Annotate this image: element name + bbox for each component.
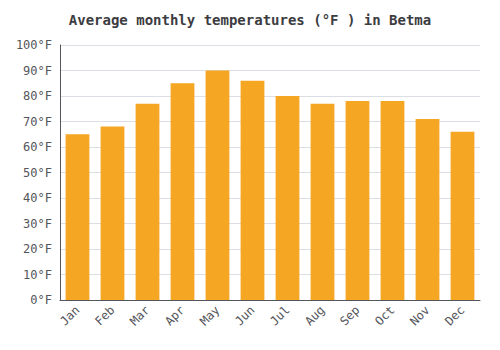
svg-text:0°F: 0°F: [30, 293, 52, 307]
svg-text:50°F: 50°F: [23, 166, 52, 180]
svg-text:Dec: Dec: [442, 303, 467, 328]
svg-text:Apr: Apr: [162, 303, 187, 328]
svg-text:Average monthly temperatures (: Average monthly temperatures (°F ) in Be…: [69, 12, 431, 28]
svg-text:30°F: 30°F: [23, 217, 52, 231]
svg-text:May: May: [197, 303, 222, 328]
svg-text:60°F: 60°F: [23, 140, 52, 154]
svg-text:80°F: 80°F: [23, 89, 52, 103]
svg-text:Aug: Aug: [302, 303, 327, 328]
svg-text:Feb: Feb: [92, 303, 117, 328]
svg-text:90°F: 90°F: [23, 64, 52, 78]
svg-text:Jun: Jun: [232, 303, 257, 328]
svg-text:Nov: Nov: [407, 303, 432, 328]
svg-text:Mar: Mar: [127, 303, 152, 328]
svg-text:20°F: 20°F: [23, 242, 52, 256]
svg-text:70°F: 70°F: [23, 115, 52, 129]
svg-text:Jul: Jul: [267, 303, 292, 328]
svg-text:Sep: Sep: [337, 303, 362, 328]
svg-text:40°F: 40°F: [23, 191, 52, 205]
svg-text:Oct: Oct: [372, 303, 397, 328]
svg-text:10°F: 10°F: [23, 268, 52, 282]
svg-text:100°F: 100°F: [16, 38, 52, 52]
svg-text:Jan: Jan: [57, 303, 82, 328]
